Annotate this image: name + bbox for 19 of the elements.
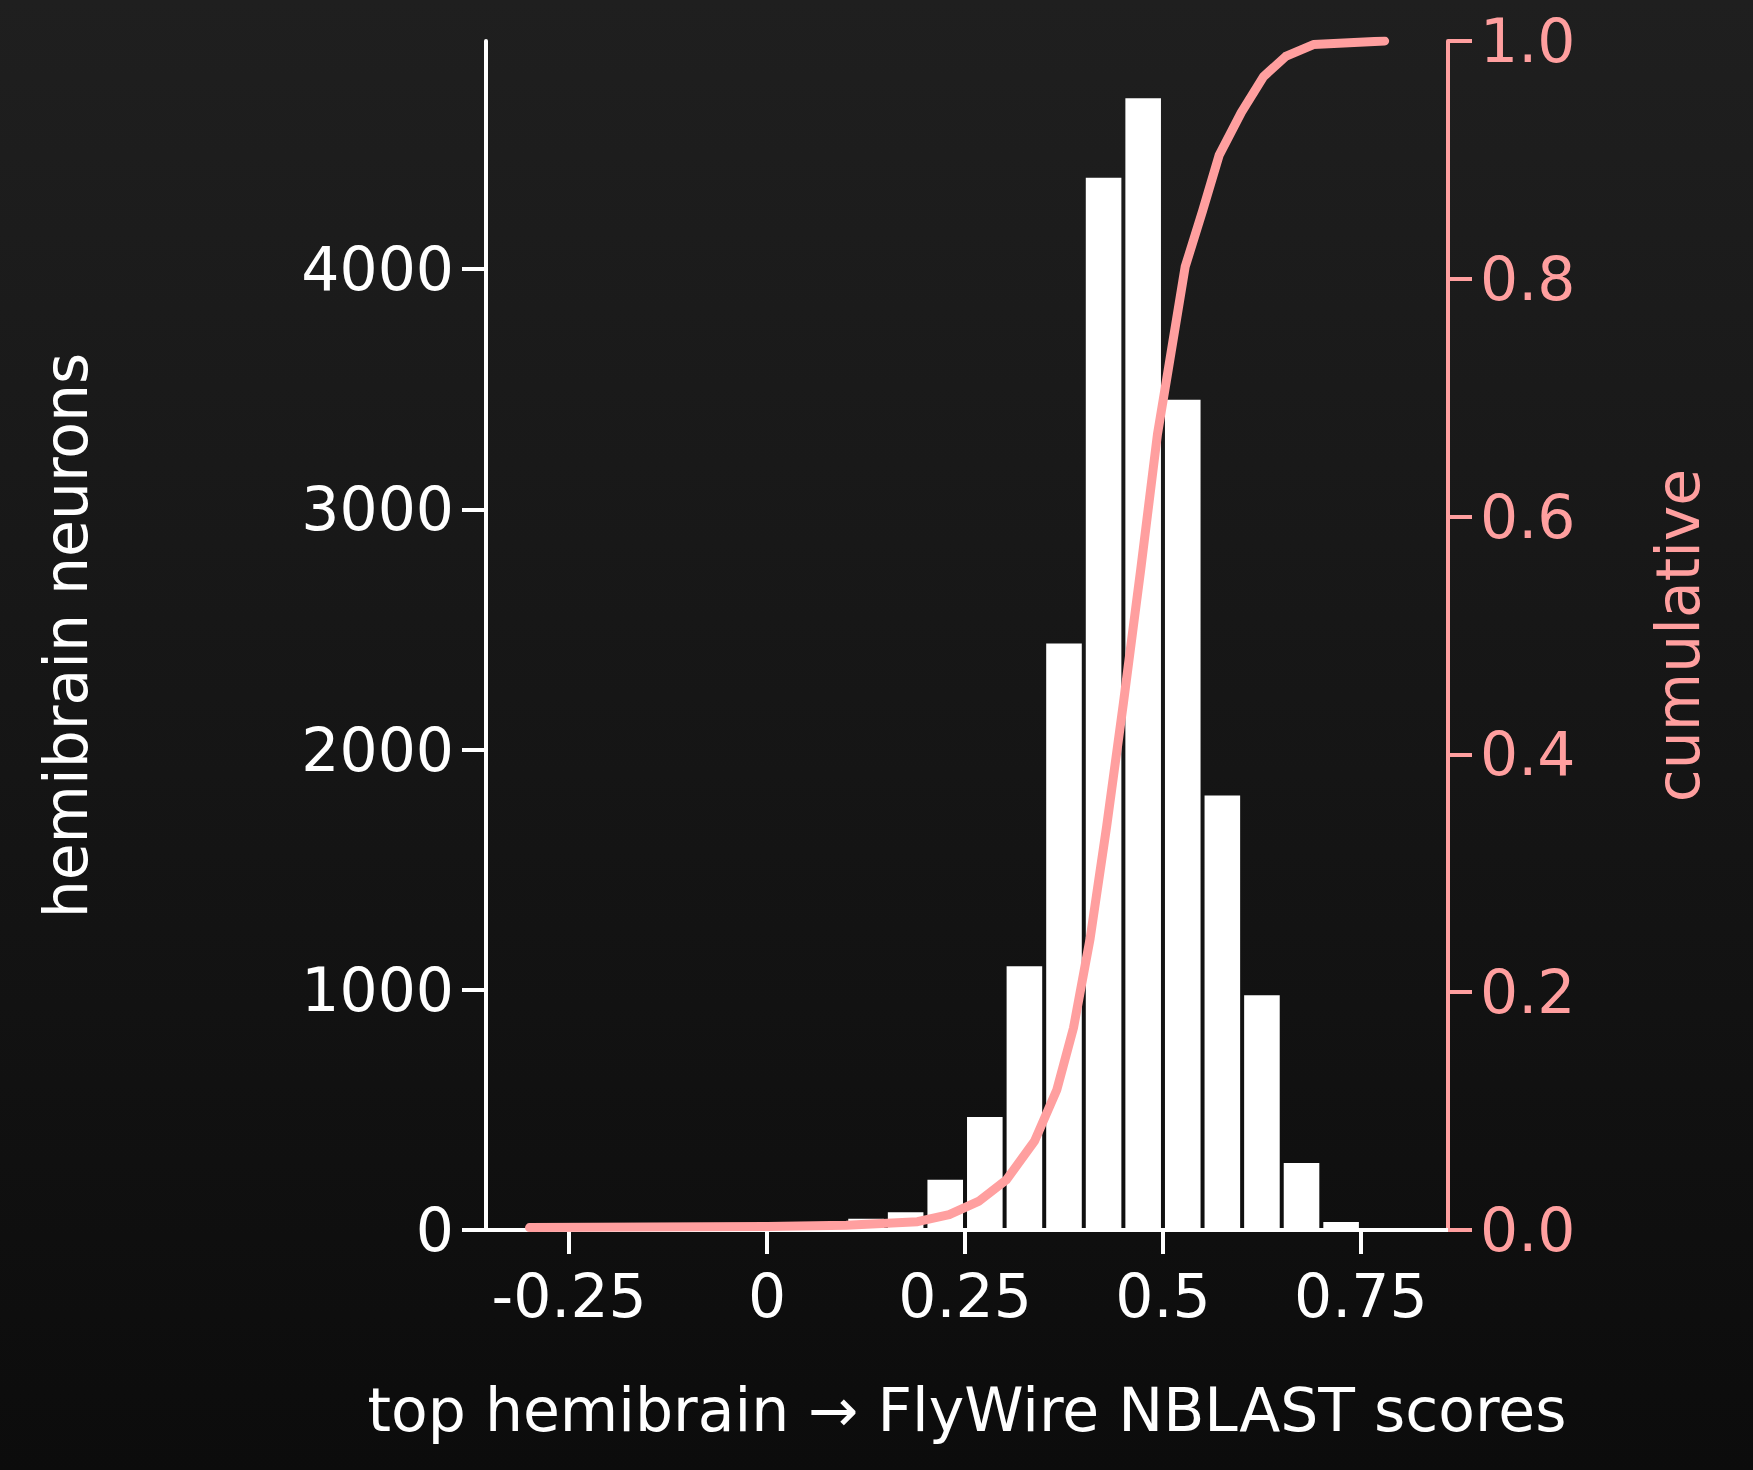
y2-tick-label: 0.8 (1480, 243, 1576, 314)
y-axis-title: hemibrain neurons (31, 352, 101, 919)
y2-tick-label: 0.0 (1480, 1195, 1576, 1265)
y-tick-label: 2000 (301, 714, 454, 785)
x-tick-label: 0 (747, 1261, 787, 1331)
y-tick-label: 3000 (301, 474, 454, 545)
x-tick-label: 0.25 (898, 1261, 1032, 1331)
y2-tick-label: 1.0 (1480, 6, 1576, 76)
y-tick-label: 1000 (301, 954, 454, 1025)
x-tick-label: 0.5 (1115, 1261, 1211, 1331)
x-axis-title: top hemibrain → FlyWire NBLAST scores (367, 1375, 1567, 1445)
y2-tick-label: 0.2 (1480, 957, 1576, 1028)
x-tick-label: -0.25 (491, 1261, 647, 1331)
x-tick-label: 0.75 (1294, 1261, 1428, 1331)
y2-tick-label: 0.4 (1480, 719, 1576, 790)
y2-tick-label: 0.6 (1480, 481, 1576, 552)
y-tick-label: 0 (415, 1195, 454, 1265)
y-tick-label: 4000 (301, 234, 454, 305)
y2-axis-title: cumulative (1643, 468, 1713, 803)
